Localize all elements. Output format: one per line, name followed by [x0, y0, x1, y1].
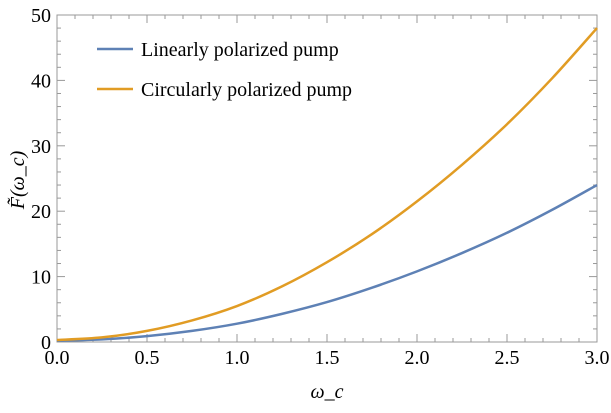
x-tick-label: 1.5 — [315, 347, 340, 369]
x-tick-label: 1.0 — [225, 347, 250, 369]
x-tick-label: 2.0 — [405, 347, 430, 369]
series-lines — [56, 27, 598, 342]
y-tick-label: 40 — [31, 70, 51, 92]
legend: Linearly polarized pump Circularly polari… — [97, 39, 352, 101]
x-axis-label: ω_c — [311, 381, 344, 403]
y-tick-label: 50 — [31, 5, 51, 27]
y-tick-label: 30 — [31, 136, 51, 158]
axis-ticks — [56, 14, 598, 343]
legend-label: Circularly polarized pump — [141, 79, 352, 101]
y-tick-label: 20 — [31, 201, 51, 223]
x-tick-label: 0.5 — [135, 347, 160, 369]
x-tick-label: 2.5 — [495, 347, 520, 369]
legend-label: Linearly polarized pump — [141, 39, 339, 61]
x-tick-label: 0.0 — [45, 347, 70, 369]
y-tick-label: 10 — [31, 267, 51, 289]
plot-frame — [56, 14, 598, 343]
series-line-1 — [56, 27, 598, 342]
tick-labels: 0.0 0.5 1.0 1.5 2.0 2.5 3.0 0 10 20 30 40 50 — [31, 5, 610, 369]
y-tick-label: 0 — [41, 332, 51, 354]
y-axis-label: F̃(ω_c) — [6, 150, 29, 210]
series-line-0 — [56, 183, 598, 342]
x-tick-label: 3.0 — [585, 347, 610, 369]
